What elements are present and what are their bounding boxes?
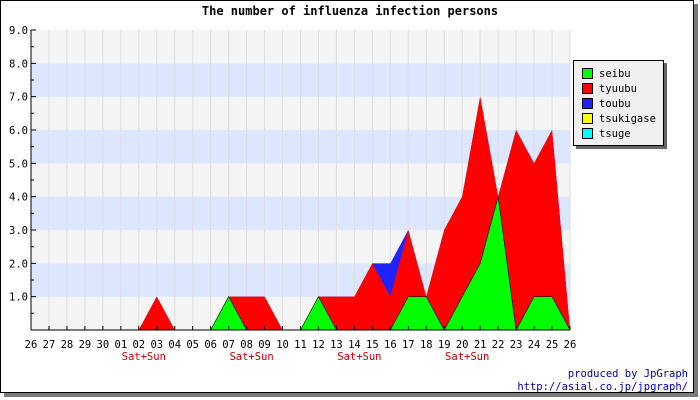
x-tick-label: 10 [276, 339, 289, 351]
legend-item-tsuge: tsuge [582, 127, 631, 140]
y-tick-label: 8.0 [9, 58, 28, 70]
x-tick-label: 17 [402, 339, 415, 351]
legend-item-tsukigase: tsukigase [582, 112, 656, 125]
credit-line-1: produced by JpGraph [567, 368, 688, 380]
x-tick-label: 14 [348, 339, 361, 351]
x-tick-label: 22 [492, 339, 505, 351]
legend-swatch [582, 113, 593, 124]
x-tick-label: 26 [564, 339, 577, 351]
legend-label: seibu [599, 67, 631, 80]
legend-swatch [582, 68, 593, 79]
x-tick-label: 07 [222, 339, 235, 351]
x-tick-label: 05 [186, 339, 199, 351]
y-tick-label: 3.0 [9, 225, 28, 237]
legend-label: tsuge [599, 127, 631, 140]
y-tick-label: 9.0 [9, 25, 28, 37]
weekend-label: Sat+Sun [337, 351, 381, 363]
x-tick-label: 18 [420, 339, 433, 351]
weekend-label: Sat+Sun [445, 351, 489, 363]
legend-item-seibu: seibu [582, 67, 631, 80]
weekend-label: Sat+Sun [122, 351, 166, 363]
frame-shadow-right [693, 4, 698, 396]
legend-label: tsukigase [599, 112, 656, 125]
weekend-label: Sat+Sun [229, 351, 273, 363]
x-tick-label: 25 [546, 339, 559, 351]
x-tick-label: 06 [204, 339, 217, 351]
y-tick-label: 4.0 [9, 192, 28, 204]
x-tick-label: 02 [132, 339, 145, 351]
x-tick-label: 27 [43, 339, 56, 351]
x-tick-label: 04 [168, 339, 181, 351]
x-tick-label: 29 [79, 339, 92, 351]
x-tick-label: 08 [240, 339, 253, 351]
x-tick-label: 26 [25, 339, 38, 351]
x-tick-label: 23 [510, 339, 523, 351]
y-tick-label: 6.0 [9, 125, 28, 137]
legend-item-toubu: toubu [582, 97, 631, 110]
x-tick-label: 12 [312, 339, 325, 351]
x-tick-label: 28 [61, 339, 74, 351]
legend-swatch [582, 98, 593, 109]
y-tick-label: 7.0 [9, 92, 28, 104]
x-tick-label: 20 [456, 339, 469, 351]
y-tick-label: 1.0 [9, 292, 28, 304]
legend-item-tyuubu: tyuubu [582, 82, 637, 95]
legend-label: tyuubu [599, 82, 637, 95]
area-tyuubu [31, 96, 570, 331]
x-tick-label: 24 [528, 339, 541, 351]
x-tick-label: 09 [258, 339, 271, 351]
x-tick-label: 16 [384, 339, 397, 351]
chart-title: The number of influenza infection person… [201, 4, 499, 18]
legend-swatch [582, 128, 593, 139]
y-tick-label: 5.0 [9, 158, 28, 170]
legend-swatch [582, 83, 593, 94]
frame-shadow-bottom [4, 392, 698, 397]
x-tick-label: 15 [366, 339, 379, 351]
y-tick-label: 2.0 [9, 258, 28, 270]
legend-label: toubu [599, 97, 631, 110]
x-tick-label: 30 [97, 339, 110, 351]
x-tick-label: 19 [438, 339, 451, 351]
credit-line-2[interactable]: http://asial.co.jp/jpgraph/ [517, 381, 688, 393]
legend: seibu tyuubu toubu tsukigase tsuge [573, 60, 664, 146]
x-tick-label: 13 [330, 339, 343, 351]
x-tick-label: 01 [115, 339, 128, 351]
x-tick-label: 11 [294, 339, 307, 351]
x-tick-label: 03 [150, 339, 163, 351]
x-tick-label: 21 [474, 339, 487, 351]
